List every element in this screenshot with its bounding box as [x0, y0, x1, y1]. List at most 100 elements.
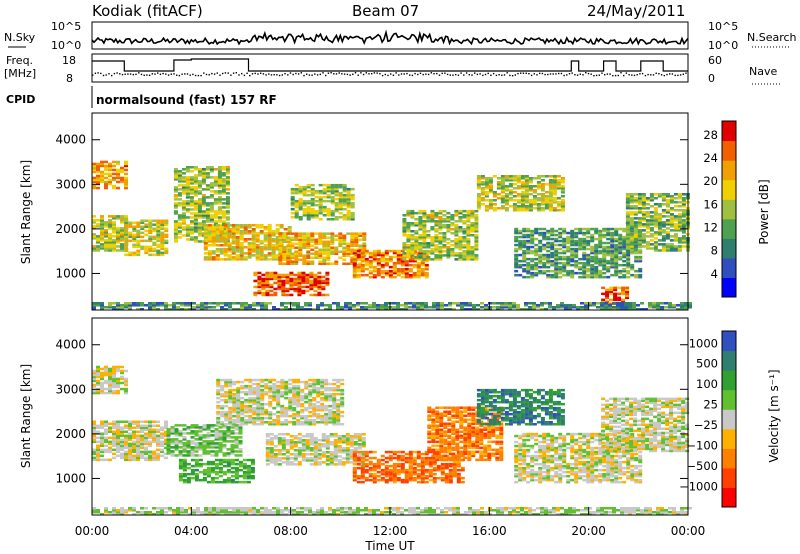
heatmap-cell [306, 256, 311, 260]
heatmap-cell [224, 414, 229, 418]
heatmap-cell [484, 205, 489, 208]
heatmap-cell [294, 252, 299, 256]
heatmap-cell [625, 239, 630, 242]
heatmap-cell [318, 262, 323, 266]
heatmap-cell [174, 430, 179, 433]
heatmap-cell [247, 226, 252, 229]
heatmap-cell [442, 244, 447, 247]
heatmap-cell [318, 238, 323, 242]
heatmap-cell [410, 224, 415, 227]
heatmap-cell [108, 221, 112, 224]
heatmap-cell [244, 414, 249, 418]
heatmap-cell [338, 242, 343, 246]
heatmap-cell [239, 236, 244, 239]
heatmap-cell [618, 239, 623, 243]
heatmap-cell [128, 442, 132, 446]
heatmap-cell [570, 239, 575, 243]
heatmap-cell [185, 188, 190, 191]
heatmap-cell [294, 187, 299, 191]
heatmap-cell [132, 440, 136, 444]
heatmap-cell [124, 381, 128, 385]
heatmap-cell [538, 253, 543, 257]
heatmap-cell [454, 230, 459, 233]
heatmap-cell [558, 233, 563, 237]
heatmap-cell [342, 248, 347, 252]
heatmap-cell [104, 168, 108, 172]
heatmap-cell [140, 239, 145, 243]
nave-point [422, 73, 424, 76]
heatmap-cell [645, 207, 650, 210]
heatmap-cell [496, 187, 501, 190]
heatmap-cell [185, 176, 190, 179]
heatmap-cell [314, 209, 319, 213]
heatmap-cell [160, 434, 164, 438]
heatmap-cell [202, 470, 207, 474]
heatmap-cell [677, 197, 682, 200]
heatmap-cell [136, 446, 140, 450]
heatmap-cell [462, 209, 467, 213]
heatmap-cell [100, 448, 104, 452]
heatmap-cell [548, 189, 553, 192]
heatmap-cell [430, 211, 435, 215]
heatmap-cell [592, 302, 596, 305]
heatmap-cell [223, 244, 228, 247]
heatmap-cell [474, 248, 479, 251]
heatmap-cell [338, 205, 343, 209]
heatmap-cell [608, 308, 612, 311]
heatmap-cell [637, 245, 642, 248]
heatmap-cell [558, 275, 563, 279]
heatmap-cell [570, 263, 575, 267]
heatmap-cell [250, 476, 255, 480]
heatmap-cell [354, 240, 359, 244]
heatmap-cell [342, 193, 347, 197]
heatmap-cell [582, 233, 587, 237]
heatmap-cell [598, 275, 603, 279]
heatmap-cell [629, 239, 634, 242]
heatmap-cell [470, 248, 475, 251]
heatmap-cell [629, 241, 634, 244]
heatmap-cell [225, 178, 230, 181]
heatmap-cell [402, 222, 407, 225]
heatmap-cell [218, 442, 223, 445]
heatmap-cell [218, 474, 223, 478]
heatmap-cell [314, 189, 319, 193]
heatmap-cell [516, 304, 520, 307]
heatmap-cell [306, 199, 311, 203]
heatmap-cell [480, 189, 485, 192]
heatmap-cell [492, 203, 497, 206]
heatmap-cell [216, 390, 221, 394]
heatmap-cell [306, 218, 311, 221]
heatmap-cell [242, 474, 247, 478]
heatmap-cell [193, 194, 198, 197]
freq-tick-top: 18 [62, 54, 76, 67]
heatmap-cell [201, 188, 206, 191]
heatmap-cell [96, 249, 100, 252]
heatmap-cell [108, 383, 112, 387]
heatmap-cell [480, 302, 484, 305]
heatmap-cell [222, 460, 227, 464]
heatmap-cell [516, 199, 521, 202]
heatmap-cell [100, 237, 104, 240]
heatmap-cell [218, 470, 223, 474]
heatmap-cell [278, 252, 283, 256]
heatmap-cell [418, 224, 423, 227]
heatmap-cell [140, 304, 144, 307]
heatmap-cell [211, 230, 216, 233]
heatmap-cell [346, 211, 351, 215]
heatmap-cell [546, 231, 551, 235]
heatmap-cell [396, 255, 401, 259]
heatmap-cell [227, 236, 232, 239]
heatmap-cell [170, 450, 175, 453]
heatmap-cell [116, 377, 120, 381]
heatmap-cell [550, 243, 555, 247]
heatmap-cell [197, 172, 202, 175]
heatmap-cell [554, 267, 559, 271]
heatmap-cell [300, 306, 304, 309]
heatmap-cell [214, 432, 219, 435]
heatmap-cell [214, 428, 219, 431]
heatmap-cell [108, 235, 112, 238]
heatmap-cell [657, 223, 662, 226]
heatmap-cell [190, 458, 195, 462]
heatmap-cell [436, 304, 440, 307]
heatmap-cell [310, 207, 315, 211]
